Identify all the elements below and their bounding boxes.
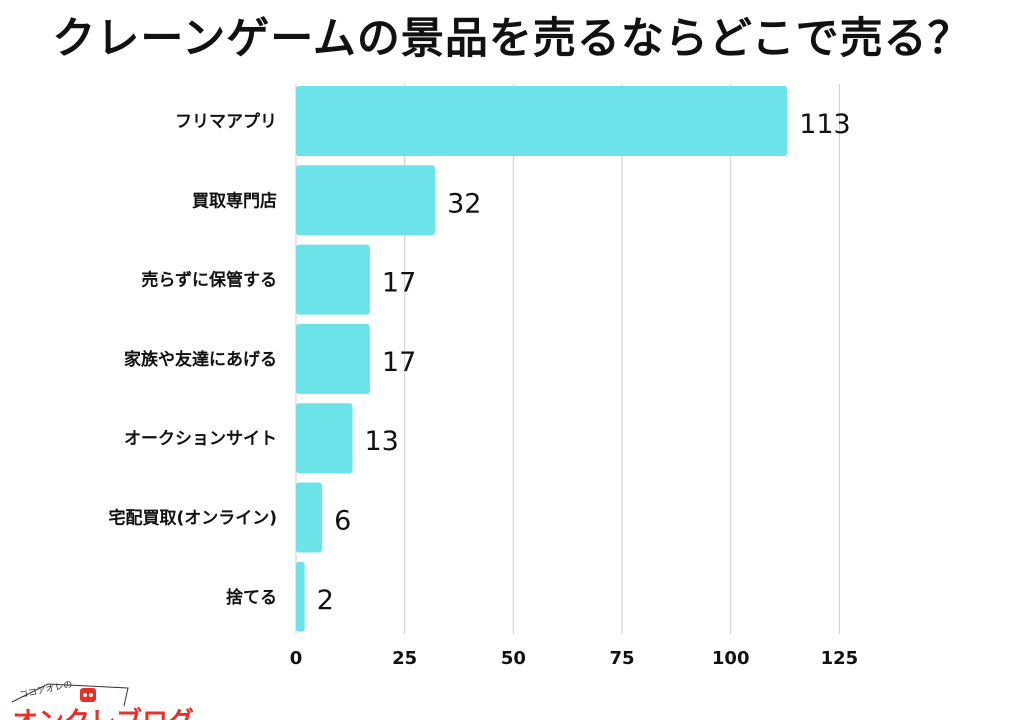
value-label: 17	[382, 347, 416, 378]
bar	[296, 244, 370, 315]
value-label: 2	[317, 585, 334, 616]
bar	[296, 561, 305, 632]
blog-logo: ココアオレの オンクレブログ	[11, 679, 194, 720]
logo-small-text: ココアオレの	[18, 679, 73, 701]
value-label: 113	[799, 109, 851, 140]
chart-title: クレーンゲームの景品を売るならどこで売る？	[52, 14, 972, 64]
category-label: フリマアプリ	[175, 111, 277, 132]
category-label: 宅配買取(オンライン)	[108, 508, 277, 529]
labels: 0 25 50 75 100 125 フリマアプリ 113 買取専門店 32 売らずに保管する 17 家…	[108, 109, 858, 669]
x-tick-label: 100	[712, 648, 750, 669]
value-label: 32	[447, 188, 481, 219]
category-label: 買取専門店	[192, 190, 277, 211]
bar	[296, 86, 788, 156]
x-tick-label: 125	[821, 648, 859, 669]
logo-big-text: オンクレブログ	[12, 706, 194, 720]
value-label: 17	[382, 268, 416, 299]
x-tick-label: 25	[392, 648, 417, 669]
x-tick-label: 75	[609, 648, 634, 669]
bar	[296, 165, 436, 236]
x-tick-label: 0	[290, 648, 303, 669]
logo-speech-outline	[11, 683, 129, 707]
value-label: 13	[365, 426, 399, 457]
robot-mascot-icon	[80, 688, 96, 702]
category-label: 家族や友達にあげる	[124, 349, 277, 370]
category-label: 売らずに保管する	[141, 270, 277, 291]
bar	[296, 482, 323, 553]
category-label: 捨てる	[226, 587, 277, 608]
x-tick-label: 50	[501, 648, 526, 669]
bar	[296, 403, 353, 474]
value-label: 6	[334, 506, 351, 537]
bars	[296, 86, 788, 632]
category-label: オークションサイト	[124, 429, 277, 449]
bar	[296, 323, 370, 394]
